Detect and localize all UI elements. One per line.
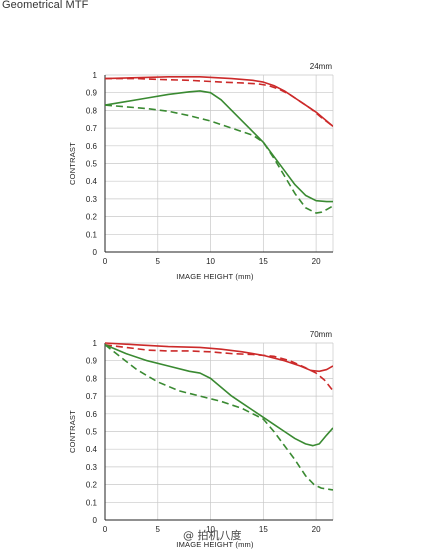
mtf-chart-2: 00.10.20.30.40.50.60.70.80.910 5 10 15 2070m… (68, 330, 334, 549)
x-tick-label: 10 (206, 525, 215, 534)
y-tick-label: 0.7 (86, 124, 98, 133)
focal-length-label: 24mm (310, 62, 333, 71)
y-tick-label: 0.4 (86, 445, 98, 454)
y-tick-label: 0 (93, 248, 98, 257)
x-tick-label: 15 (259, 525, 268, 534)
y-tick-label: 0.2 (86, 213, 98, 222)
x-axis-title: IMAGE HEIGHT (mm) (176, 540, 254, 549)
focal-length-label: 70mm (310, 330, 333, 339)
y-tick-label: 0.5 (86, 428, 98, 437)
red-dashed-mtf-line (105, 343, 333, 392)
y-tick-label: 0.9 (86, 357, 98, 366)
x-tick-label: 0 (103, 525, 108, 534)
y-tick-label: 0.8 (86, 374, 98, 383)
red-solid-mtf-line (105, 342, 333, 373)
watermark-text: @ 拍机八度 (183, 528, 242, 542)
page-title: Geometrical MTF (2, 0, 89, 11)
x-tick-label: 20 (312, 257, 321, 266)
y-tick-label: 0.3 (86, 463, 98, 472)
green-solid-mtf-line (105, 344, 333, 447)
y-tick-label: 0 (93, 516, 98, 525)
x-tick-label: 5 (156, 257, 161, 266)
y-tick-label: 0.4 (86, 177, 98, 186)
y-tick-label: 0.1 (86, 498, 98, 507)
x-tick-label: 20 (312, 525, 321, 534)
y-axis-title: CONTRAST (68, 142, 77, 185)
y-tick-label: 0.2 (86, 481, 98, 490)
y-tick-label: 0.9 (86, 89, 98, 98)
x-tick-label: 0 (103, 257, 108, 266)
y-tick-label: 0.7 (86, 392, 98, 401)
green-dashed-mtf-line (105, 344, 333, 491)
x-tick-label: 5 (156, 525, 161, 534)
y-axis-title: CONTRAST (68, 410, 77, 453)
x-axis-title: IMAGE HEIGHT (mm) (176, 272, 254, 281)
y-tick-label: 0.1 (86, 230, 98, 239)
y-tick-label: 0.6 (86, 410, 98, 419)
y-tick-label: 1 (93, 339, 98, 348)
green-dashed-mtf-line (105, 104, 333, 214)
red-solid-mtf-line (105, 75, 333, 127)
red-dashed-mtf-line (105, 77, 333, 127)
y-tick-label: 0.8 (86, 106, 98, 115)
x-tick-label: 15 (259, 257, 268, 266)
y-tick-label: 0.5 (86, 160, 98, 169)
green-solid-mtf-line (105, 90, 333, 203)
y-tick-label: 1 (93, 71, 98, 80)
mtf-chart-1: 00.10.20.30.40.50.60.70.80.910 5 10 15 2024m… (68, 62, 334, 281)
x-tick-label: 10 (206, 257, 215, 266)
y-tick-label: 0.6 (86, 142, 98, 151)
y-tick-label: 0.3 (86, 195, 98, 204)
